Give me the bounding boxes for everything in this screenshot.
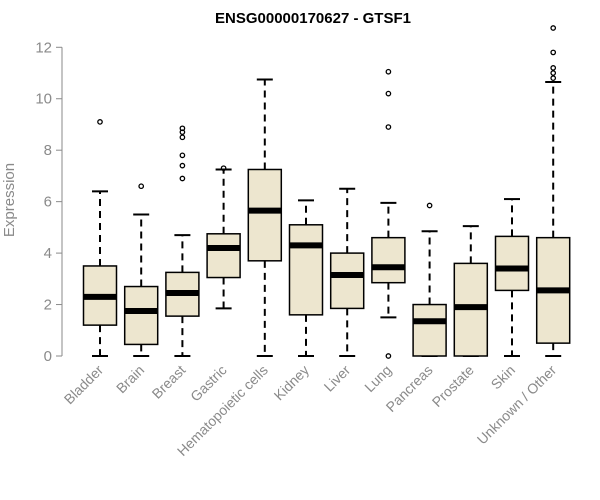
chart-title: ENSG00000170627 - GTSF1 [215,10,411,27]
box-pancreas [412,202,447,357]
iqr-box [206,233,241,279]
outlier-point [550,65,557,71]
outlier-point [97,119,103,125]
outlier-point [550,75,557,82]
plot-area [82,25,571,359]
x-tick-label: Brain [113,362,147,396]
iqr-box [288,224,324,316]
box-unknown-other [535,25,571,357]
outlier-point [179,162,186,169]
x-tick-label: Liver [321,362,354,395]
outlier-point [179,175,186,182]
x-tick-label: Prostate [429,362,477,410]
x-tick-label: Kidney [271,362,313,404]
y-tick-label: 12 [35,39,52,56]
iqr-box [412,303,447,357]
box-liver [329,187,365,357]
y-tick-label: 4 [44,245,52,262]
iqr-box [123,285,159,346]
y-tick-label: 0 [44,348,52,365]
box-prostate [453,225,489,357]
outlier-point [550,49,557,56]
outlier-point [550,70,557,76]
outlier-point [138,183,145,190]
outlier-point [220,165,227,172]
box-kidney [288,199,324,357]
outlier-point [179,134,186,141]
outlier-point [179,125,186,132]
iqr-box [247,168,283,262]
outlier-point [385,68,392,75]
box-brain [123,183,159,357]
box-breast [165,125,200,357]
y-tick-label: 8 [44,142,52,159]
y-tick-label: 2 [44,297,52,314]
outlier-point [550,25,557,31]
iqr-box [371,236,406,284]
iqr-box [329,252,365,310]
y-axis-label: Expression [1,163,18,237]
box-hematopoietic-cells [247,78,283,357]
box-gastric [206,165,241,310]
x-tick-label: Skin [488,362,519,393]
outlier-point [179,152,186,159]
outlier-point [385,353,392,359]
y-tick-label: 6 [44,194,52,211]
outlier-point [426,202,433,209]
y-tick-label: 10 [35,91,52,108]
box-lung [371,68,406,359]
box-skin [494,198,530,357]
outlier-point [385,90,392,97]
x-tick-label: Breast [149,362,189,402]
y-axis: 0 2 4 6 8 10 12 [35,39,63,365]
box-bladder [82,119,118,357]
iqr-box [494,235,530,292]
outlier-point [385,124,392,130]
x-tick-label: Bladder [61,362,107,408]
x-tick-label: Lung [361,362,394,395]
